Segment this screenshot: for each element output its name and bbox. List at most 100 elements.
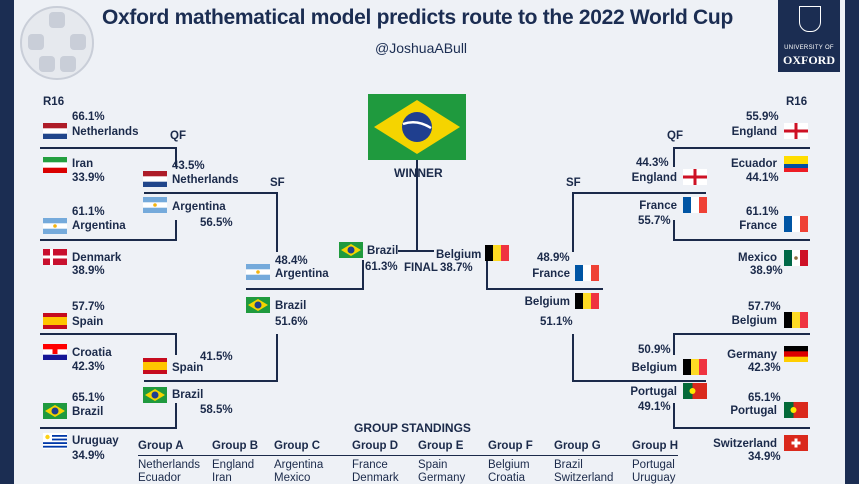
team-name: Belgium	[524, 296, 570, 308]
team-name: Brazil	[275, 300, 307, 312]
team-name: Netherlands	[72, 126, 139, 138]
group-divider	[138, 455, 678, 456]
oxford-crest-icon	[799, 6, 821, 32]
team-pct: 61.3%	[365, 261, 398, 273]
argentina-flag-icon	[43, 218, 67, 234]
belgium-flag-icon	[575, 293, 599, 309]
team-name: Germany	[727, 349, 777, 361]
team-pct: 51.1%	[540, 316, 573, 328]
team-pct: 57.7%	[72, 301, 105, 313]
team-name: Belgium	[631, 362, 677, 374]
team-name: France	[532, 268, 570, 280]
team-name: Portugal	[630, 386, 677, 398]
team-name: Switzerland	[713, 438, 777, 450]
r16-right-label: R16	[786, 96, 808, 108]
group-a: Group A Netherlands Ecuador	[138, 440, 201, 484]
spain-flag-icon	[43, 313, 67, 329]
oxford-logo: UNIVERSITY OF OXFORD	[778, 0, 840, 72]
iran-flag-icon	[43, 157, 67, 173]
team-name: Belgium	[731, 315, 777, 327]
team-pct: 55.9%	[746, 111, 779, 123]
team-name: Argentina	[275, 268, 329, 280]
logo-university-text: UNIVERSITY OF	[784, 45, 834, 51]
brazil-flag-icon	[246, 297, 270, 313]
team-pct: 44.3%	[636, 157, 669, 169]
team-name: Portugal	[730, 405, 777, 417]
germany-flag-icon	[784, 346, 808, 362]
portugal-flag-icon	[683, 383, 707, 399]
uruguay-flag-icon	[43, 433, 67, 449]
team-pct: 51.6%	[275, 316, 308, 328]
team-name: Brazil	[172, 389, 204, 401]
belgium-flag-icon	[683, 359, 707, 375]
team-name: Iran	[72, 158, 94, 170]
ecuador-flag-icon	[784, 156, 808, 172]
switzerland-flag-icon	[784, 435, 808, 451]
team-name: Belgium	[436, 249, 482, 261]
group-d: Group D France Denmark	[352, 440, 399, 484]
brazil-flag-icon	[43, 403, 67, 419]
team-pct: 58.5%	[200, 404, 233, 416]
portugal-flag-icon	[784, 402, 808, 418]
team-pct: 33.9%	[72, 172, 105, 184]
team-pct: 48.9%	[537, 252, 570, 264]
team-pct: 42.3%	[748, 362, 781, 374]
team-name: Spain	[72, 316, 104, 328]
team-pct: 41.5%	[200, 351, 233, 363]
team-pct: 34.9%	[748, 451, 781, 463]
team-pct: 57.7%	[748, 301, 781, 313]
team-name: Uruguay	[72, 435, 119, 447]
team-pct: 48.4%	[275, 255, 308, 267]
spain-flag-icon	[143, 358, 167, 374]
group-g: Group G Brazil Switzerland	[554, 440, 614, 484]
france-flag-icon	[683, 197, 707, 213]
team-name: Brazil	[72, 406, 104, 418]
england-flag-icon	[784, 123, 808, 139]
brazil-flag-icon	[143, 387, 167, 403]
group-f: Group F Belgium Croatia	[488, 440, 533, 484]
team-pct: 43.5%	[172, 160, 205, 172]
team-name: Brazil	[367, 245, 399, 257]
team-name: Argentina	[172, 201, 226, 213]
mexico-flag-icon	[784, 250, 808, 266]
france-flag-icon	[784, 216, 808, 232]
france-flag-icon	[575, 265, 599, 281]
group-standings-title: GROUP STANDINGS	[354, 421, 471, 435]
group-b: Group B England Iran	[212, 440, 258, 484]
argentina-flag-icon	[246, 264, 270, 280]
final-label: FINAL	[404, 262, 438, 274]
group-h: Group H Portugal Uruguay	[632, 440, 678, 484]
team-name: Croatia	[72, 347, 112, 359]
team-pct: 38.7%	[440, 262, 473, 274]
team-name: England	[731, 126, 777, 138]
team-name: Denmark	[72, 252, 122, 264]
left-border	[0, 0, 14, 484]
netherlands-flag-icon	[143, 171, 167, 187]
author-handle: @JoshuaABull	[375, 40, 468, 56]
logo-oxford-text: OXFORD	[783, 53, 835, 67]
qf-right-label: QF	[667, 130, 683, 142]
group-c: Group C Argentina Mexico	[274, 440, 324, 484]
argentina-flag-icon	[143, 197, 167, 213]
team-name: Argentina	[72, 220, 126, 232]
team-name: England	[631, 172, 677, 184]
belgium-flag-icon	[485, 245, 509, 261]
team-name: Mexico	[738, 252, 777, 264]
team-pct: 49.1%	[638, 401, 671, 413]
team-pct: 66.1%	[72, 111, 105, 123]
team-name: Spain	[172, 362, 204, 374]
right-border	[845, 0, 859, 484]
team-pct: 38.9%	[750, 265, 783, 277]
team-name: Ecuador	[730, 158, 777, 170]
brazil-flag-icon	[339, 242, 363, 258]
page-title: Oxford mathematical model predicts route…	[102, 6, 733, 29]
winner-brazil-flag	[368, 94, 466, 160]
sf-left-label: SF	[270, 177, 285, 189]
team-pct: 61.1%	[746, 206, 779, 218]
team-pct: 38.9%	[72, 265, 105, 277]
qf-left-label: QF	[170, 130, 186, 142]
team-name: Netherlands	[172, 174, 239, 186]
team-pct: 50.9%	[638, 344, 671, 356]
team-pct: 65.1%	[748, 392, 781, 404]
